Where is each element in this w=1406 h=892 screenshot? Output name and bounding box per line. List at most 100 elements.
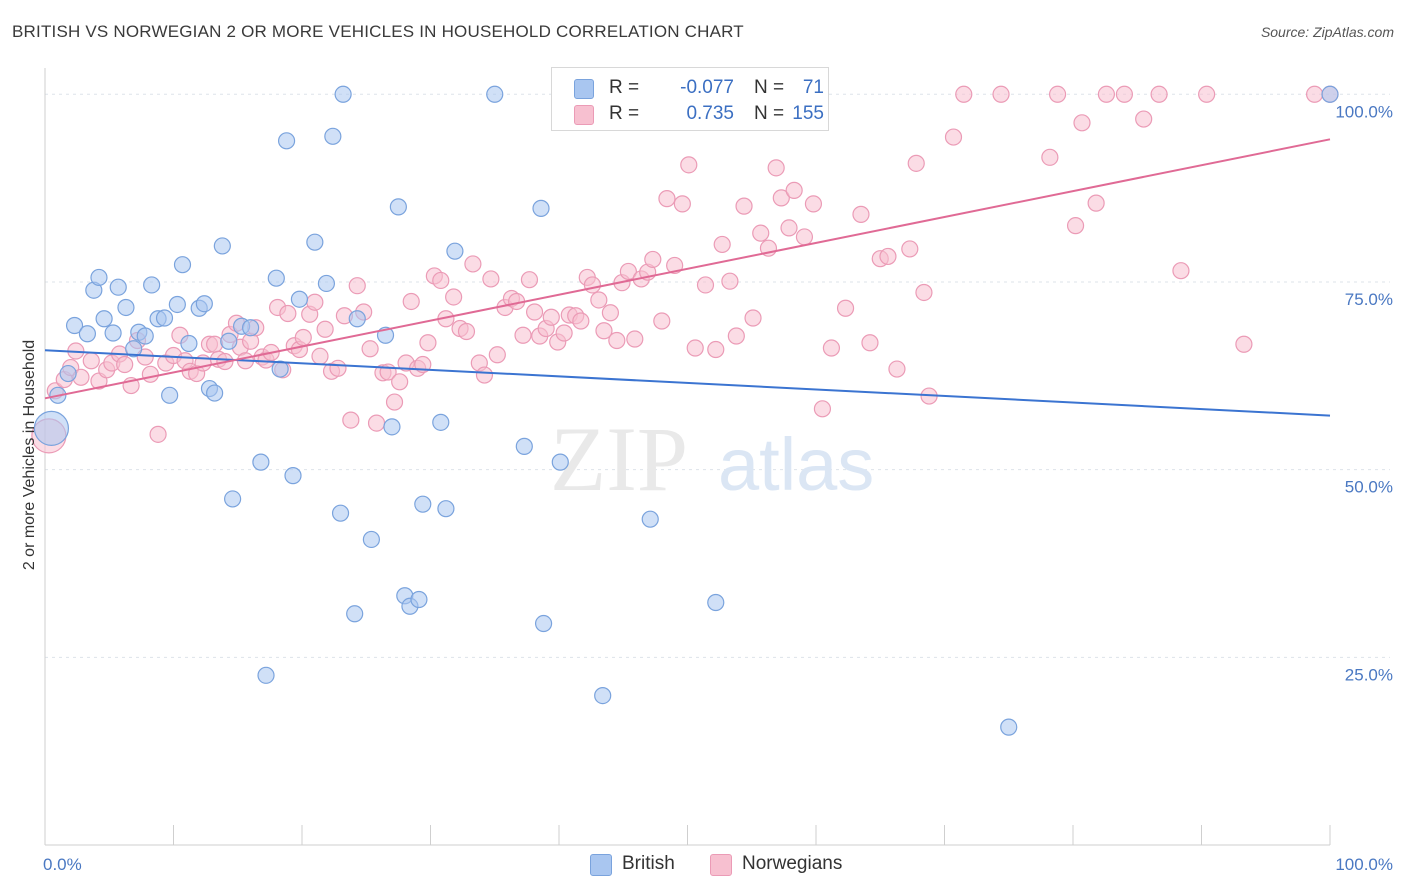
norwegian-point [772,189,790,207]
british-point [515,437,533,455]
norwegian-point [520,271,539,289]
norwegian-point [653,312,671,330]
british-point [271,360,289,378]
norwegian-point [1135,110,1153,128]
norwegian-point [752,224,770,242]
norwegian-point [836,299,855,317]
norwegian-point [488,346,506,364]
british-point [348,310,366,328]
british-point [334,85,352,103]
british-point [641,510,659,528]
british-point [1321,85,1339,103]
british-point [362,530,380,549]
norwegian-point [555,324,573,342]
norwegian-point [475,366,494,384]
norwegian-point [707,340,725,359]
norwegian-point [306,293,324,311]
norwegian-point [795,228,814,246]
norwegian-point [294,328,312,347]
british-point [213,237,231,255]
norwegian-point [542,308,560,326]
norwegian-point [116,355,134,374]
norwegian-point [279,304,297,323]
norwegian-swatch [710,854,732,876]
norwegian-point [601,304,620,322]
legend-n-label: N = [754,103,785,124]
british-point [331,504,350,522]
british-point [290,290,309,308]
axes [44,68,1331,846]
british-point [317,274,336,293]
watermark-atlas: atlas [718,423,874,506]
y-tick-label: 25.0% [1345,665,1393,684]
norwegian-point [673,195,691,213]
norwegian-point [1048,85,1067,103]
british-point [155,309,174,327]
norwegian-point [666,256,684,275]
norwegian-point [457,322,476,341]
norwegian-point [1073,114,1091,132]
norwegian-point [82,352,100,370]
norwegian-point [482,270,500,288]
norwegian-point [391,373,409,391]
british-point [59,364,77,383]
norwegian-swatch [574,105,594,125]
norwegian-point [206,335,224,353]
british-point [161,386,179,404]
legend-r-value: 0.735 [686,103,734,124]
british-point [594,687,612,705]
norwegian-point [944,128,963,146]
legend-r-label: R = [609,103,640,124]
x-tick-label: 0.0% [43,855,82,874]
norwegian-point [1115,85,1134,103]
british-point [168,295,186,314]
british-point [532,199,550,217]
british-point [90,268,108,287]
british-point [486,85,504,103]
norwegian-point [1198,85,1216,103]
norwegian-point [385,393,404,411]
british-swatch [590,854,612,876]
british-point [33,410,70,446]
british-point [446,242,464,260]
norwegian-point [348,277,366,295]
norwegian-point [590,291,608,309]
norwegian-point [136,348,154,366]
british-point [284,467,302,485]
british-point [414,495,432,513]
y-axis-label: 2 or more Vehicles in Household [21,340,38,570]
norwegian-point [1087,194,1105,212]
bottom-legend-british-label: British [622,853,675,874]
norwegian-point [680,156,698,174]
british-point [432,413,450,431]
norwegian-point [785,181,803,199]
norwegian-point [744,309,762,327]
norwegian-point [1172,262,1190,280]
x-tick-label: 100.0% [1335,855,1393,874]
chart-title: BRITISH VS NORWEGIAN 2 OR MORE VEHICLES … [12,22,744,41]
norwegian-point [907,154,925,172]
norwegian-point [727,327,745,345]
norwegian-point [992,85,1010,103]
british-point [277,132,296,150]
british-points [33,85,1339,736]
watermark-zip: ZIP [550,408,688,510]
source-label: Source: ZipAtlas.com [1260,24,1394,40]
british-point [65,316,84,335]
british-point [324,127,342,145]
british-point [346,605,364,623]
norwegian-point [583,276,602,294]
british-point [173,256,192,274]
norwegian-point [955,85,973,103]
british-point [180,334,198,353]
norwegian-point [367,414,386,432]
norwegian-point [822,339,841,357]
norwegian-point [804,195,823,213]
british-point [306,233,324,251]
british-point [206,384,224,402]
norwegian-point [1305,85,1324,103]
norwegian-point [780,219,798,237]
norwegian-point [644,250,662,269]
legend-n-value: 71 [802,77,824,98]
norwegian-point [329,359,347,377]
